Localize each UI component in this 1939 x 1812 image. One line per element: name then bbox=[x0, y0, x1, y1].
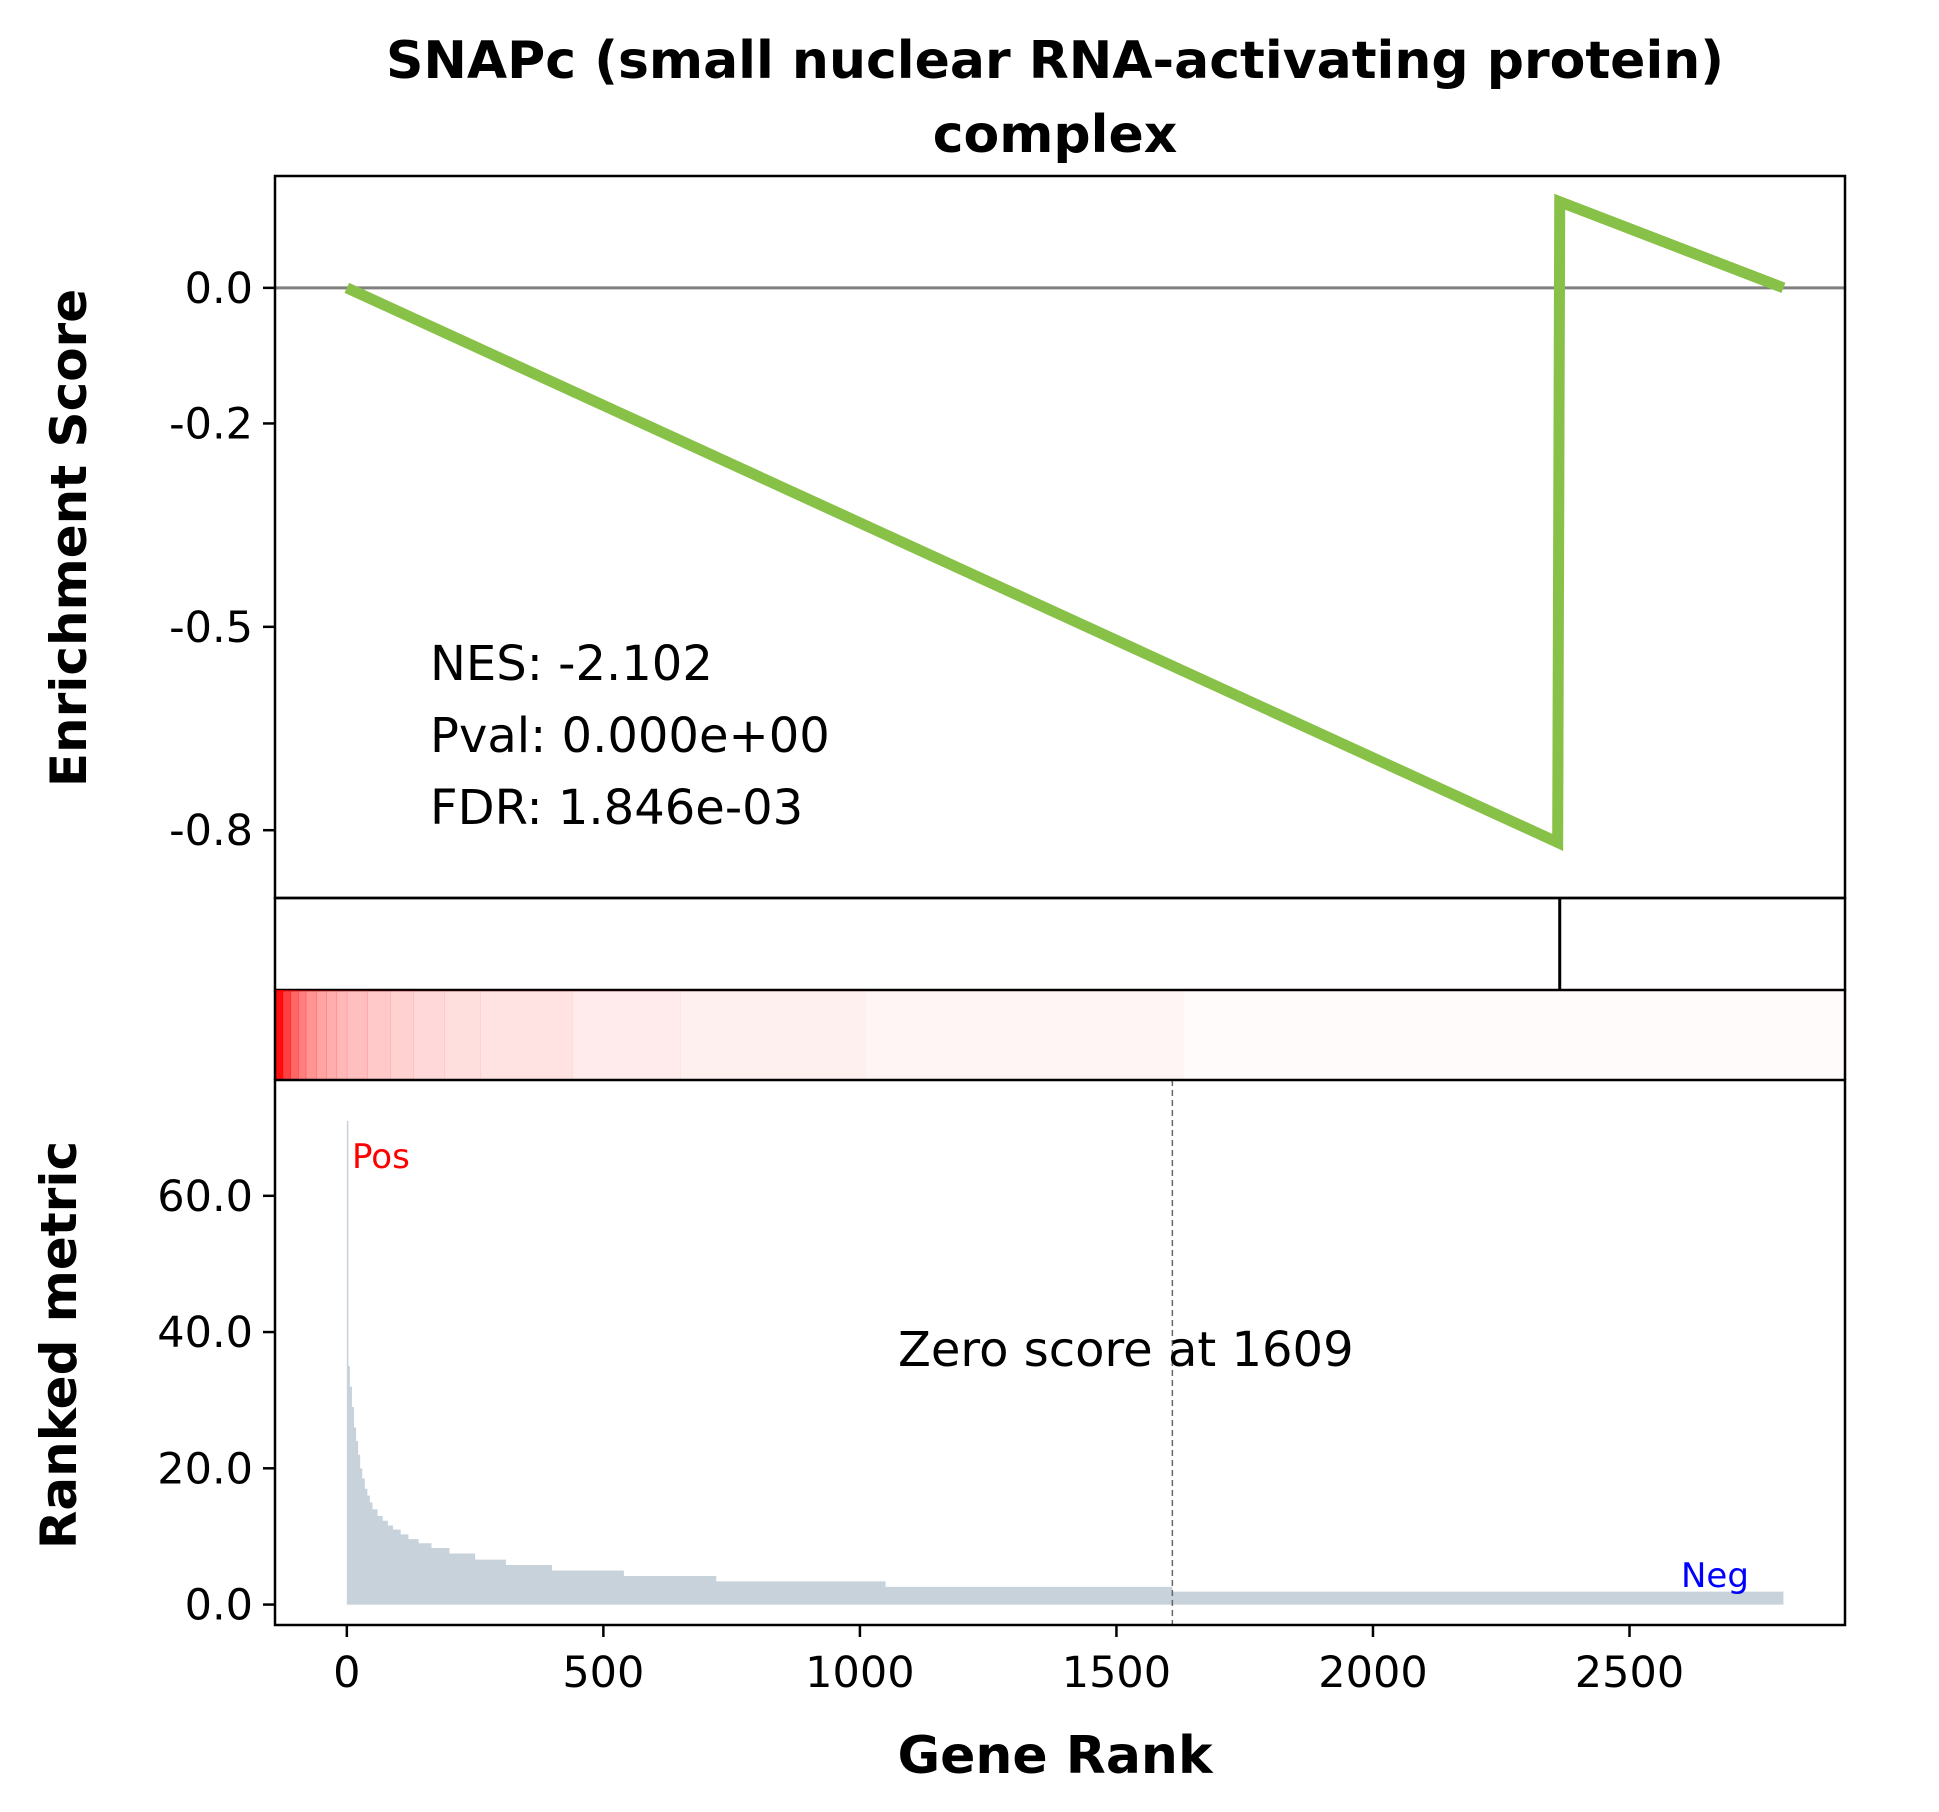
heat-cell bbox=[282, 990, 291, 1080]
metric-y-tick-label: 20.0 bbox=[157, 1444, 253, 1494]
fdr-stat: FDR: 1.846e-03 bbox=[430, 780, 803, 836]
pval-stat: Pval: 0.000e+00 bbox=[430, 708, 830, 764]
heat-cell bbox=[390, 990, 415, 1080]
x-axis-label-gene-rank: Gene Rank bbox=[897, 1726, 1213, 1786]
es-y-tick-label: -0.2 bbox=[169, 399, 253, 449]
x-tick-label: 1000 bbox=[805, 1648, 914, 1698]
x-tick-label: 0 bbox=[333, 1648, 360, 1698]
heat-cell bbox=[572, 990, 681, 1080]
nes-stat: NES: -2.102 bbox=[430, 636, 713, 692]
heat-cell bbox=[680, 990, 866, 1080]
heat-cell bbox=[413, 990, 445, 1080]
zero-score-label: Zero score at 1609 bbox=[898, 1322, 1354, 1378]
heat-cell bbox=[290, 990, 299, 1080]
es-y-tick-label: 0.0 bbox=[185, 264, 253, 314]
metric-y-tick-label: 0.0 bbox=[185, 1581, 253, 1631]
y-axis-label-enrichment-score: Enrichment Score bbox=[40, 289, 98, 787]
heat-cell bbox=[865, 990, 1184, 1080]
heat-cell bbox=[326, 990, 338, 1080]
hits-panel-frame bbox=[273, 896, 1847, 992]
heat-cell bbox=[275, 990, 284, 1080]
pos-label: Pos bbox=[352, 1137, 410, 1177]
rank-heatmap-bar bbox=[273, 990, 1847, 1080]
heat-cell bbox=[316, 990, 327, 1080]
chart-title-line1: SNAPc (small nuclear RNA-activating prot… bbox=[386, 31, 1724, 91]
es-curve-line bbox=[344, 193, 1786, 851]
gene-hits-panel bbox=[273, 896, 1847, 992]
metric-y-tick-label: 60.0 bbox=[157, 1172, 253, 1222]
heat-cell bbox=[336, 990, 348, 1080]
x-tick-label: 2000 bbox=[1318, 1648, 1427, 1698]
enrichment-score-panel: 0.0 -0.2 -0.5 -0.8 NES: -2.102 Pval: 0.000e+0… bbox=[169, 174, 1847, 900]
x-tick-label: 1500 bbox=[1062, 1648, 1171, 1698]
y-axis-label-ranked-metric: Ranked metric bbox=[30, 1141, 88, 1549]
x-tick-label: 2500 bbox=[1575, 1648, 1684, 1698]
metric-panel-frame bbox=[273, 1078, 1847, 1627]
chart-title-line2: complex bbox=[933, 105, 1178, 165]
heat-cell bbox=[444, 990, 481, 1080]
heat-cell bbox=[367, 990, 391, 1080]
x-tick-label: 500 bbox=[562, 1648, 644, 1698]
heat-cell bbox=[480, 990, 574, 1080]
heat-cell bbox=[1183, 990, 1845, 1080]
heat-cell bbox=[346, 990, 368, 1080]
es-y-tick-label: -0.8 bbox=[169, 806, 253, 856]
metric-y-tick-label: 40.0 bbox=[157, 1308, 253, 1358]
es-y-tick-label: -0.5 bbox=[169, 603, 253, 653]
neg-label: Neg bbox=[1681, 1556, 1749, 1596]
heat-cell bbox=[298, 990, 307, 1080]
ranked-metric-panel: Zero score at 1609 Pos Neg 0.0 20.0 40.0 60.0 0… bbox=[157, 1078, 1847, 1698]
heat-cell bbox=[305, 990, 317, 1080]
